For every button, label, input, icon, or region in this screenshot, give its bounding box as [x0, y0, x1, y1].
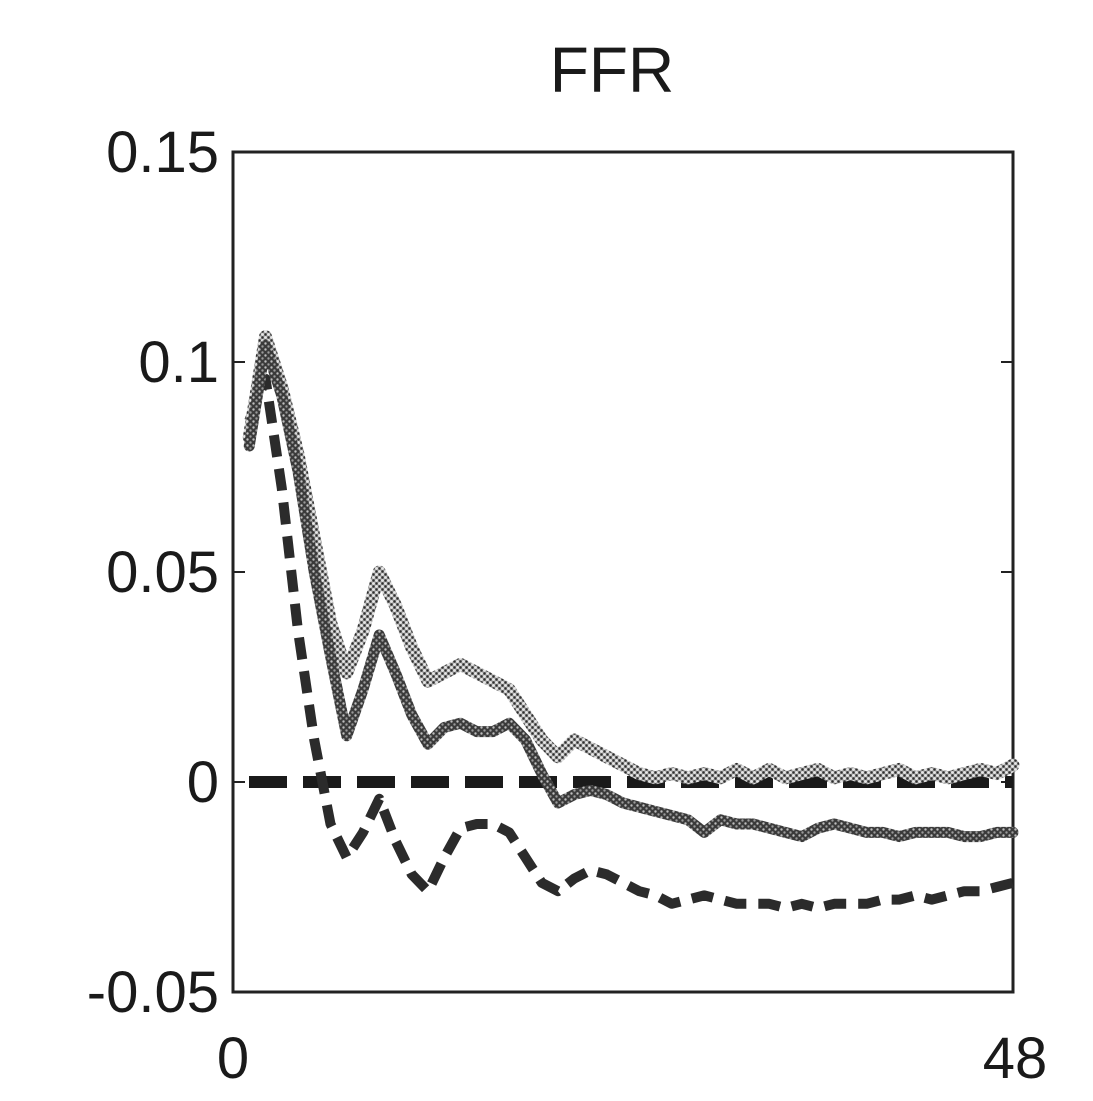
series-line-upper-band	[242, 330, 1020, 785]
series-line-lower-band	[244, 373, 1015, 913]
y-tick-label: 0.05	[106, 540, 219, 605]
y-tick-label: 0.1	[138, 330, 219, 395]
series-line-point-estimate	[243, 339, 1019, 843]
x-tick-label: 0	[217, 1026, 249, 1091]
chart-title: FFR	[550, 34, 674, 106]
x-tick-label: 48	[983, 1026, 1048, 1091]
y-tick-label: -0.05	[87, 960, 219, 1025]
y-axis: 0.15 0.1 0.05 0 -0.05	[87, 120, 1013, 1025]
y-tick-label: 0.15	[106, 120, 219, 185]
y-tick-label: 0	[187, 750, 219, 815]
series-layer	[242, 330, 1020, 913]
plot-frame	[231, 150, 1015, 994]
x-axis: 0 48	[217, 1026, 1047, 1091]
